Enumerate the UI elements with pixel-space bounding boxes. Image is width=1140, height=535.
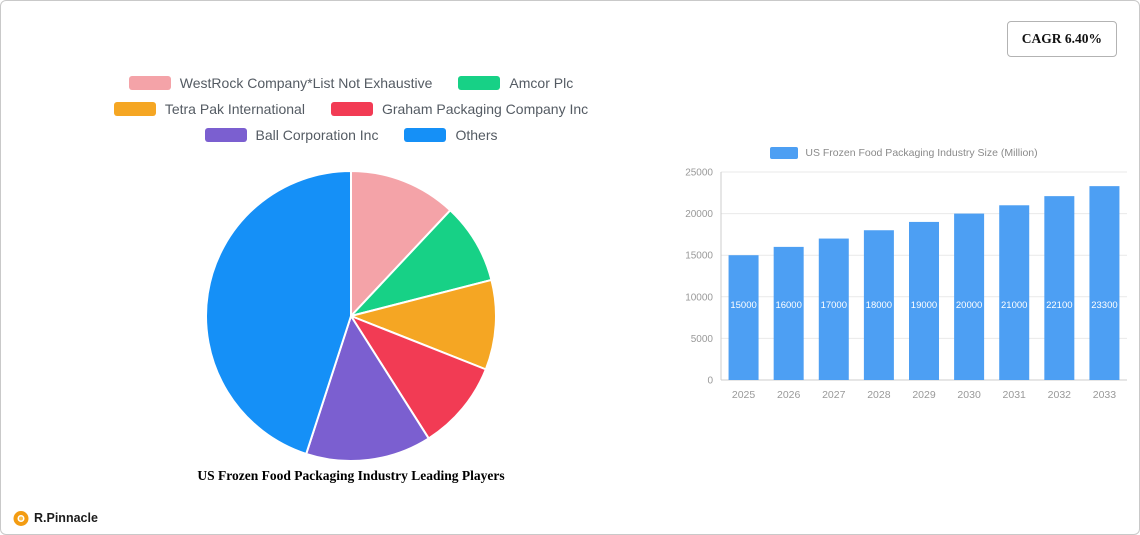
pie-slice (350, 315, 487, 440)
pie-legend-swatch (330, 102, 373, 116)
brand-logo-text: R.Pinnacle (34, 511, 98, 525)
bar-legend[interactable]: US Frozen Food Packaging Industry Size (… (669, 147, 1139, 159)
y-axis-tick-label: 20000 (685, 209, 713, 220)
pie-legend-label: Graham Packaging Company Inc (381, 101, 589, 117)
pie-slice (305, 315, 430, 462)
pie-legend-item[interactable]: WestRock Company*List Not Exhaustive (128, 75, 433, 91)
bar-rect (1044, 196, 1075, 380)
bar-value-label: 21000 (1001, 300, 1027, 311)
pie-slice (205, 170, 352, 455)
pie-legend-item[interactable]: Ball Corporation Inc (204, 127, 379, 143)
bar-rect (728, 255, 759, 380)
brand-logo: R.Pinnacle (13, 510, 98, 526)
y-axis-tick-label: 10000 (685, 292, 713, 303)
bar-value-label: 17000 (821, 300, 847, 311)
pie-legend-label: Others (455, 127, 498, 143)
pie-slice (350, 278, 497, 371)
bar-value-label: 20000 (956, 300, 982, 311)
pie-slice (350, 209, 493, 317)
pie-legend-label: Tetra Pak International (164, 101, 305, 117)
pie-legend-swatch (404, 128, 447, 142)
bar-rect (1089, 186, 1120, 380)
bar-value-label: 18000 (866, 300, 892, 311)
brand-logo-icon (13, 511, 29, 526)
pie-chart (205, 170, 497, 462)
pie-legend-item[interactable]: Others (404, 127, 497, 143)
bar-legend-swatch (770, 147, 799, 159)
x-axis-tick-label: 2025 (732, 389, 756, 401)
bar-rect (954, 213, 985, 380)
bar-value-label: 22100 (1046, 300, 1072, 311)
pie-legend: WestRock Company*List Not Exhaustive Amco… (63, 75, 639, 143)
bar-rect (773, 246, 804, 380)
x-axis-tick-label: 2033 (1093, 389, 1117, 401)
x-axis-tick-label: 2027 (822, 389, 846, 401)
pie-legend-label: Ball Corporation Inc (255, 127, 379, 143)
x-axis-tick-label: 2032 (1048, 389, 1072, 401)
x-axis-tick-label: 2030 (957, 389, 981, 401)
pie-legend-swatch (204, 128, 247, 142)
bar-legend-label: US Frozen Food Packaging Industry Size (… (805, 147, 1038, 159)
bar-value-label: 15000 (730, 300, 756, 311)
bar-value-label: 23300 (1091, 300, 1117, 311)
x-axis-tick-label: 2029 (912, 389, 936, 401)
bar-rect (909, 221, 939, 380)
x-axis-tick-label: 2026 (777, 389, 801, 401)
bar-chart-section: US Frozen Food Packaging Industry Size (… (669, 147, 1139, 419)
pie-legend-swatch (113, 102, 156, 116)
bar-rect (863, 230, 894, 380)
pie-chart-title: US Frozen Food Packaging Industry Leadin… (197, 468, 505, 483)
y-axis-tick-label: 25000 (685, 168, 713, 179)
pie-legend-label: WestRock Company*List Not Exhaustive (179, 75, 433, 91)
pie-legend-swatch (128, 76, 171, 90)
pie-legend-item[interactable]: Amcor Plc (458, 75, 573, 91)
bar-value-label: 19000 (911, 300, 937, 311)
pie-slice (350, 170, 452, 317)
pie-legend-item[interactable]: Tetra Pak International (113, 101, 305, 117)
cagr-badge: CAGR 6.40% (1006, 21, 1117, 57)
bar-chart: 0 5000 10000 15000 20000 25000 15000 2025 16000 2… (685, 168, 1127, 401)
y-axis-tick-label: 15000 (685, 251, 713, 262)
bar-rect (818, 238, 849, 380)
pie-legend-swatch (458, 76, 501, 90)
x-axis-tick-label: 2031 (1003, 389, 1027, 401)
bar-rect (999, 205, 1030, 380)
y-axis-tick-label: 0 (707, 376, 713, 387)
x-axis-tick-label: 2028 (867, 389, 891, 401)
bar-value-label: 16000 (775, 300, 801, 311)
y-axis-tick-label: 5000 (691, 334, 714, 345)
pie-legend-label: Amcor Plc (509, 75, 574, 91)
pie-legend-item[interactable]: Graham Packaging Company Inc (330, 101, 589, 117)
